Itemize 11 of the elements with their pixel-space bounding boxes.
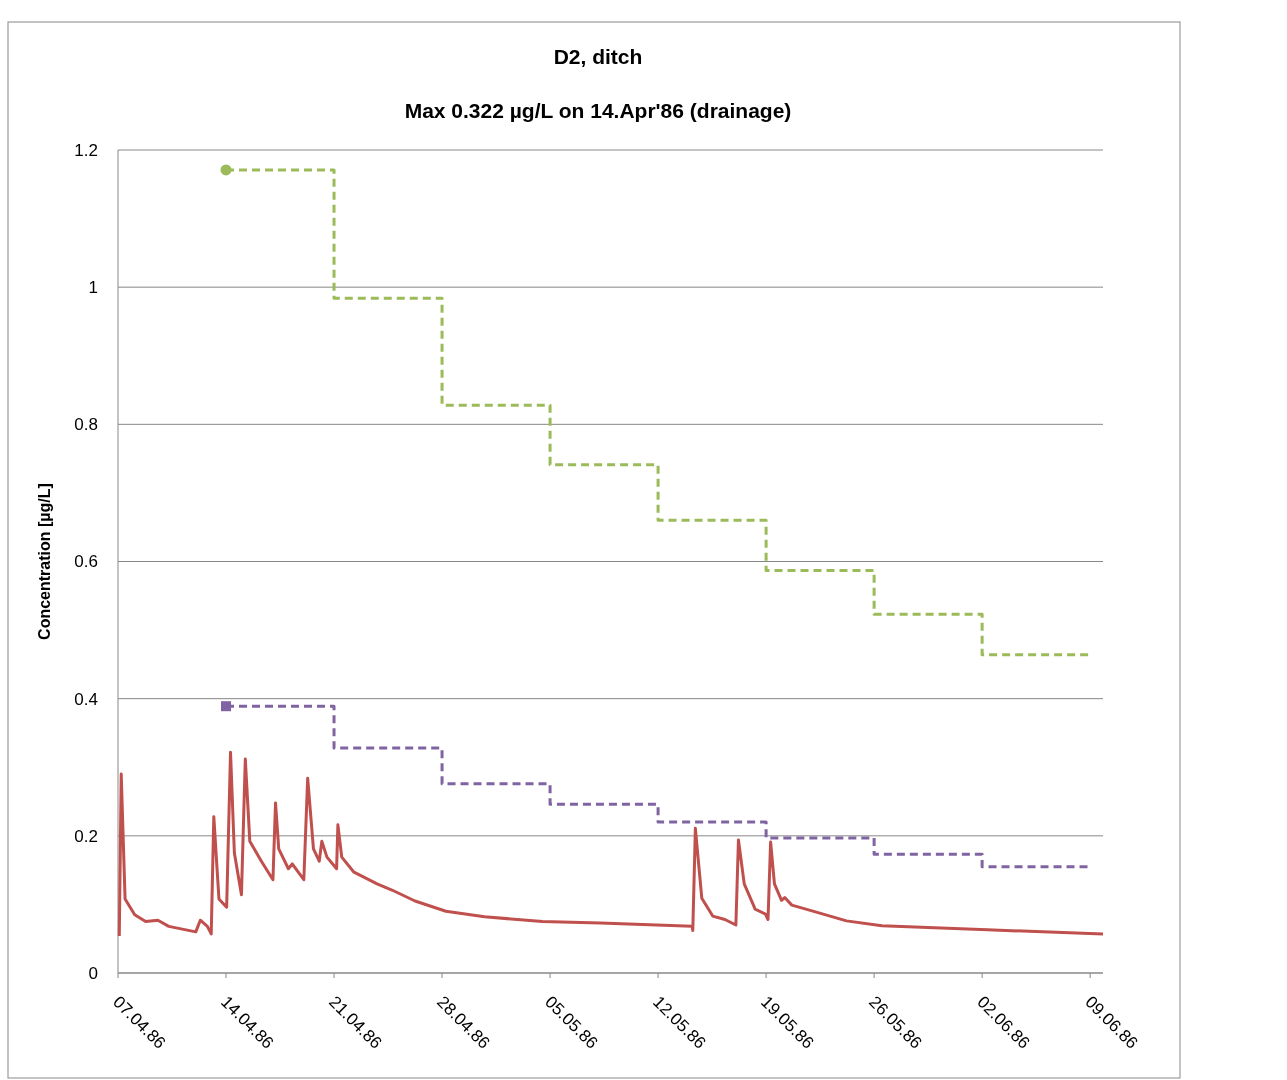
chart-subtitle: Max 0.322 µg/L on 14.Apr'86 (drainage) [404, 99, 792, 122]
y-tick-label: 0 [88, 963, 98, 983]
y-tick-label: 0.8 [74, 415, 98, 435]
y-tick-label: 0.6 [74, 552, 98, 572]
chart-title: D2, ditch [553, 45, 643, 68]
y-tick-label: 0.4 [74, 689, 98, 709]
y-axis-title: Concentration [µg/L] [36, 483, 53, 640]
line-series [117, 750, 1105, 938]
y-tick-label: 1 [88, 278, 98, 298]
y-tick-label: 0.2 [74, 826, 98, 846]
y-tick-label: 1.2 [74, 140, 98, 160]
